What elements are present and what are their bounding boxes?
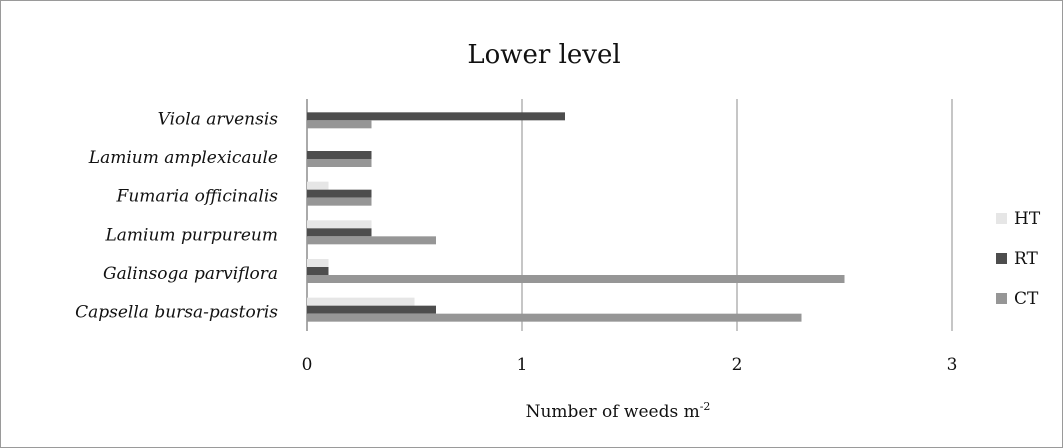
bar-ct [307,275,845,283]
category-labels: Viola arvensis Lamium amplexicaule Fumaria… [75,109,278,322]
category-label: Capsella bursa-pastoris [75,303,278,323]
bar-rt [307,228,372,237]
category-label: Lamium purpureum [105,225,279,245]
bar-rt [307,112,565,121]
legend-swatch-ct [996,293,1007,304]
bar-ct [307,197,372,206]
gridlines [306,99,953,331]
legend-swatch-ht [996,213,1007,224]
bar-ht [307,297,415,306]
category-label: Lamium amplexicaule [88,148,278,168]
bar-rt [307,305,436,314]
bar-rt [307,267,329,275]
x-axis-label: Number of weeds m-2 [526,400,711,422]
legend-label-rt: RT [1014,249,1039,269]
x-tick-label: 0 [302,355,313,375]
x-tick-label: 2 [732,355,743,375]
category-label: Viola arvensis [158,109,279,129]
bar-ht [307,220,372,229]
bars [307,112,845,322]
category-label: Fumaria officinalis [116,187,279,207]
bar-ct [307,120,372,129]
x-tick-labels: 0 1 2 3 [302,355,958,375]
legend-label-ct: CT [1014,289,1039,309]
x-tick-label: 1 [517,355,528,375]
bar-rt [307,189,372,198]
bar-ct [307,236,436,245]
legend: HT RT CT [996,209,1041,309]
legend-swatch-rt [996,253,1007,264]
bar-ct [307,313,802,322]
category-label: Galinsoga parviflora [103,264,278,284]
legend-label-ht: HT [1014,209,1041,229]
x-tick-label: 3 [947,355,958,375]
bar-ct [307,159,372,167]
bar-rt [307,151,372,159]
bar-ht [307,259,329,267]
chart-title: Lower level [467,40,620,70]
bar-ht [307,181,329,190]
